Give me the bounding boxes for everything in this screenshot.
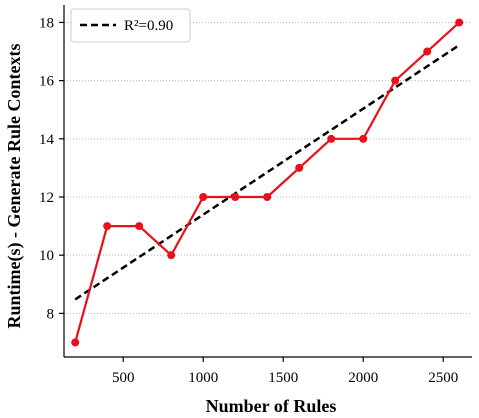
data-point (135, 222, 144, 231)
data-point (295, 163, 304, 172)
legend-box (70, 8, 191, 43)
y-tick-label: 10 (39, 248, 54, 264)
y-tick-label: 8 (47, 306, 55, 322)
legend-fit-label: R²=0.90 (124, 18, 173, 34)
y-tick-label: 16 (39, 74, 55, 90)
y-tick-label: 14 (39, 132, 55, 148)
x-tick-label: 2000 (348, 370, 378, 386)
grid-lines (64, 21, 472, 314)
data-point (391, 76, 400, 85)
legend: R²=0.90 (70, 8, 191, 43)
tick-labels: 500 1000 1500 2000 2500 8 10 12 14 16 18 (39, 15, 458, 386)
data-point (327, 134, 336, 143)
data-point (231, 193, 240, 201)
x-axis-title: Number of Rules (206, 396, 337, 416)
data-point (455, 18, 464, 27)
x-tick-label: 1500 (268, 370, 298, 386)
y-tick-label: 18 (39, 15, 54, 31)
x-tick-label: 2500 (428, 370, 458, 386)
series-layer (71, 18, 464, 347)
fit-line (74, 44, 460, 301)
data-point (103, 222, 112, 231)
data-point (71, 338, 80, 347)
axes (59, 5, 472, 362)
fit-line-layer (74, 44, 460, 301)
data-point (199, 193, 208, 201)
y-tick-label: 12 (39, 190, 54, 206)
x-tick-label: 500 (112, 370, 135, 386)
series-line (74, 21, 460, 343)
data-point (167, 251, 176, 260)
y-axis-title: Runtime(s) - Generate Rule Contexts (4, 44, 25, 329)
data-point (423, 47, 432, 56)
data-point (263, 193, 272, 201)
x-tick-label: 1000 (188, 370, 218, 386)
data-point (359, 134, 368, 143)
